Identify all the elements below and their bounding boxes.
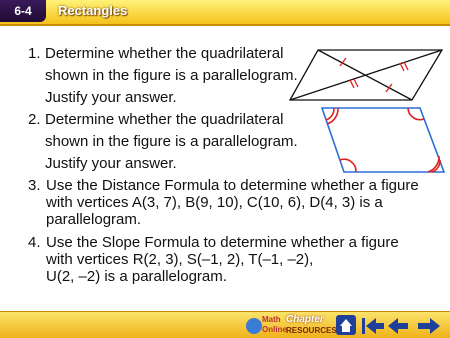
diagonal xyxy=(289,49,443,101)
quadrilateral xyxy=(320,107,446,173)
item-number: 1. xyxy=(28,45,41,62)
first-button[interactable] xyxy=(362,318,384,334)
item-line: with vertices A(3, 7), B(9, 10), C(10, 6… xyxy=(46,194,383,211)
item-line: with vertices R(2, 3), S(–1, 2), T(–1, –… xyxy=(46,251,314,268)
lesson-number: 6-4 xyxy=(0,0,46,22)
nav-icons xyxy=(246,315,440,335)
item-line: Determine whether the quadrilateral xyxy=(45,45,284,62)
chapter-label[interactable]: Chapter xyxy=(286,314,324,325)
item-number: 3. xyxy=(28,177,41,194)
item-line: parallelogram. xyxy=(46,211,142,228)
header-bar: 6-4 Rectangles xyxy=(0,0,450,26)
item-line: U(2, –2) is a parallelogram. xyxy=(46,268,227,285)
tick-marks xyxy=(339,57,409,93)
home-icon xyxy=(340,319,352,332)
back-button[interactable] xyxy=(388,318,408,334)
figure-2 xyxy=(320,107,446,173)
item-line: shown in the figure is a parallelogram. xyxy=(45,67,298,84)
forward-button[interactable] xyxy=(418,318,440,334)
footer-bar: Math Online Chapter RESOURCES xyxy=(0,311,450,338)
math-label: Math xyxy=(262,315,281,324)
online-label: Online xyxy=(262,325,287,334)
item-number: 2. xyxy=(28,111,41,128)
item-line: Determine whether the quadrilateral xyxy=(45,111,284,128)
item-number: 4. xyxy=(28,234,41,251)
item-line: Justify your answer. xyxy=(45,89,177,106)
math-online-logo xyxy=(246,318,262,334)
angle-marks xyxy=(325,107,441,173)
lesson-title: Rectangles xyxy=(58,3,128,18)
figure-1 xyxy=(288,49,444,101)
nav-arrows xyxy=(362,318,440,334)
item-line: Use the Distance Formula to determine wh… xyxy=(46,177,419,194)
resources-label[interactable]: RESOURCES xyxy=(286,326,337,335)
item-line: Use the Slope Formula to determine wheth… xyxy=(46,234,399,251)
item-line: Justify your answer. xyxy=(45,155,177,172)
item-line: shown in the figure is a parallelogram. xyxy=(45,133,298,150)
